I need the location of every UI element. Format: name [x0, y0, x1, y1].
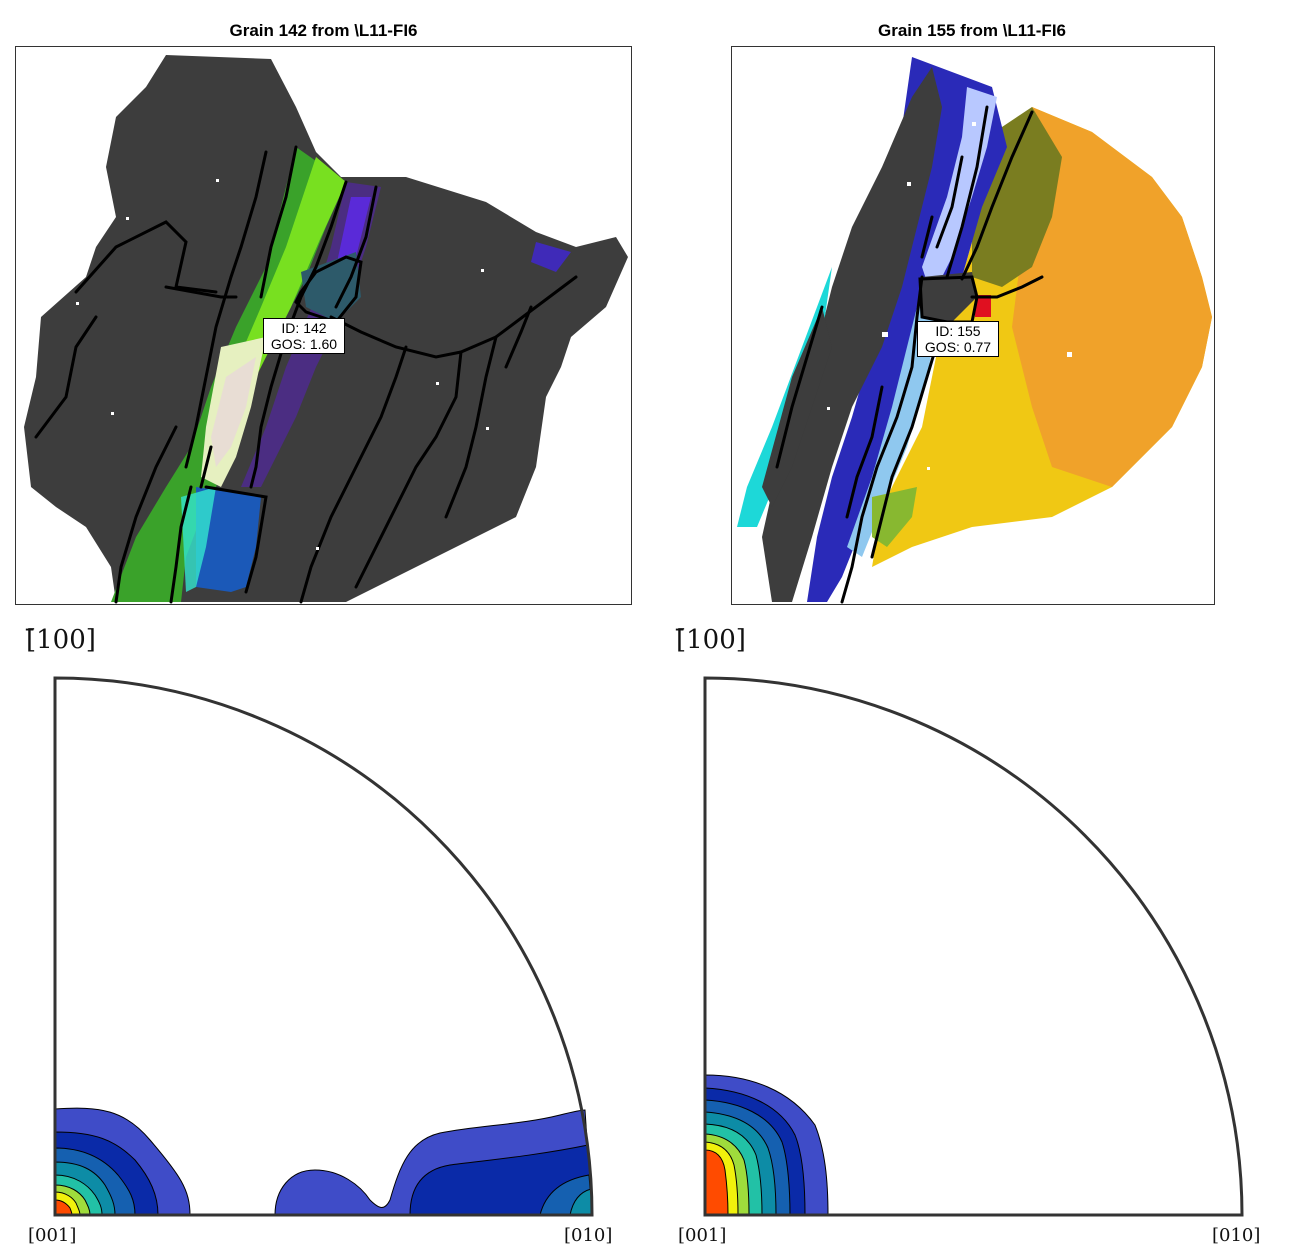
- pole-figure-1: [40, 670, 610, 1235]
- map-title-1: Grain 142 from \L11-FI6: [229, 21, 418, 40]
- grain-label-2: ID: 155 GOS: 0.77: [917, 321, 999, 357]
- pole-figure-label-1: [̄100]: [26, 625, 96, 655]
- grain-label-1: ID: 142 GOS: 1.60: [263, 318, 345, 354]
- pole-axis-left-2: [001]: [678, 1225, 727, 1246]
- map-title-2: Grain 155 from \L11-FI6: [877, 21, 1066, 40]
- pole-figure-2: [690, 670, 1260, 1235]
- blue-band: [196, 487, 261, 592]
- grain-id-text: ID: 142: [281, 320, 327, 336]
- pole-axis-right-1: [010]: [564, 1225, 613, 1246]
- grain-id-text: ID: 155: [935, 323, 981, 339]
- grain-gos-text: GOS: 1.60: [270, 336, 338, 352]
- gray-grain: [762, 67, 942, 602]
- cyan-strip: [737, 267, 832, 527]
- grain-gos-text: GOS: 0.77: [924, 339, 992, 355]
- pole-axis-left-1: [001]: [28, 1225, 77, 1246]
- pole-axis-right-2: [010]: [1212, 1225, 1261, 1246]
- pole-figure-label-2: [̄100]: [676, 625, 746, 655]
